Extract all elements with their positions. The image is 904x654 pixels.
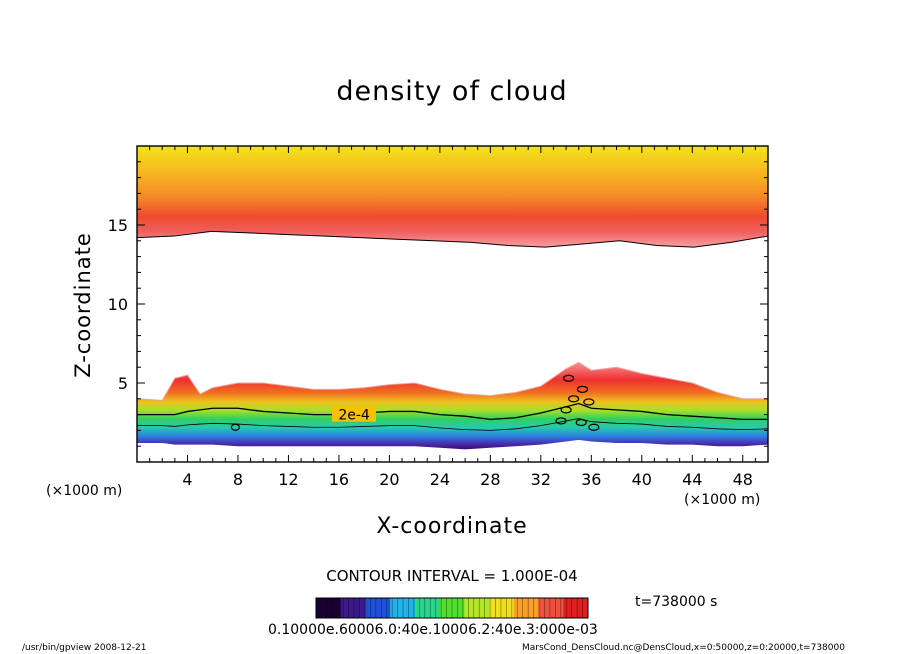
small-contour-5 (575, 418, 587, 427)
colorbar-swatch-7 (489, 598, 515, 618)
colorbar-swatch-4 (414, 598, 441, 618)
y-tick-label-5: 5 (118, 374, 128, 393)
contour-2e-4 (137, 402, 768, 420)
y-axis-label: Z-coordinate (71, 232, 95, 378)
upper-contour-line (137, 230, 768, 248)
x-axis-unit: (×1000 m) (684, 492, 761, 508)
y-axis-unit: (×1000 m) (46, 483, 123, 499)
y-tick-label-10: 10 (108, 295, 128, 314)
contour-label-bg (332, 405, 377, 422)
x-tick-label-8: 8 (233, 470, 243, 489)
x-tick-label-48: 48 (733, 470, 753, 489)
colorbar-swatch-9 (538, 598, 564, 618)
colorbar-swatch-2 (365, 598, 391, 618)
small-contour-3 (583, 398, 595, 406)
small-contour-1 (576, 385, 589, 393)
small-contour-2 (568, 395, 580, 403)
contour-inner (137, 418, 768, 431)
x-tick-label-44: 44 (682, 470, 702, 489)
x-tick-label-40: 40 (632, 470, 652, 489)
colorbar-swatch-8 (513, 598, 540, 618)
colorbar-tick-labels: 0.10000e.60006.0:40e.10006.2:40e.3:000e-… (268, 622, 598, 638)
small-contour-x8 (230, 423, 241, 431)
x-tick-label-28: 28 (480, 470, 500, 489)
contour-interval: CONTOUR INTERVAL = 1.000E-04 (326, 567, 578, 585)
x-tick-label-20: 20 (379, 470, 399, 489)
contour-label: 2e-4 (338, 408, 370, 424)
colorbar-swatch-6 (464, 598, 490, 618)
footer-right: MarsCond_DensCloud.nc@DensCloud,x=0:5000… (522, 643, 845, 653)
time-label: t=738000 s (635, 594, 718, 610)
colorbar-swatch-0 (316, 598, 342, 618)
lower-outline (137, 361, 768, 401)
x-tick-label-32: 32 (531, 470, 551, 489)
lower-cloud-layer (137, 362, 768, 450)
footer-left: /usr/bin/gpview 2008-12-21 (22, 643, 147, 653)
small-contour-0 (563, 374, 575, 382)
x-tick-label-16: 16 (329, 470, 349, 489)
x-axis-label: X-coordinate (376, 514, 528, 539)
colorbar-swatch-10 (563, 598, 589, 618)
x-tick-label-4: 4 (182, 470, 192, 489)
x-tick-label-12: 12 (278, 470, 298, 489)
upper-cloud-layer (137, 146, 768, 248)
small-contour-4 (560, 406, 572, 414)
colorbar-swatch-1 (340, 598, 366, 618)
small-contour-6 (588, 423, 600, 431)
small-contour-7 (555, 417, 567, 425)
x-tick-label-24: 24 (430, 470, 450, 489)
y-tick-label-15: 15 (108, 216, 128, 235)
chart-title: density of cloud (336, 76, 568, 107)
colorbar-frame (315, 597, 589, 619)
x-tick-label-36: 36 (581, 470, 601, 489)
